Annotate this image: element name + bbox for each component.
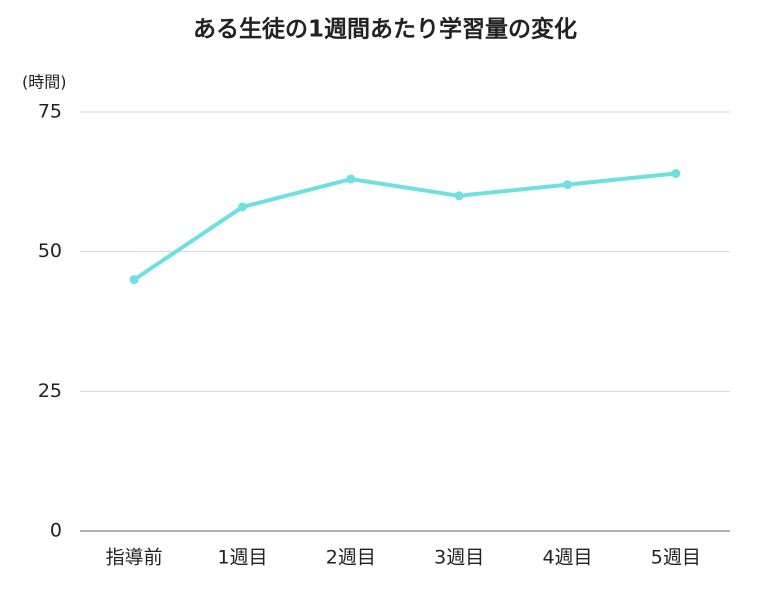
x-tick-label: 指導前	[106, 547, 163, 569]
data-point	[346, 174, 356, 184]
x-tick-label: 3週目	[434, 547, 484, 569]
x-tick-label: 1週目	[217, 547, 267, 569]
y-axis-label: (時間)	[22, 73, 67, 92]
y-tick-label: 75	[38, 101, 62, 123]
chart-title: ある生徒の1週間あたり学習量の変化	[193, 16, 577, 43]
x-tick-label: 5週目	[651, 547, 701, 569]
y-tick-label: 25	[38, 380, 62, 402]
data-point	[454, 191, 464, 201]
x-tick-label: 2週目	[326, 547, 376, 569]
y-tick-label: 0	[50, 520, 62, 542]
x-tick-label: 4週目	[542, 547, 592, 569]
data-point	[129, 275, 139, 285]
y-tick-label: 50	[38, 240, 62, 262]
data-line	[133, 171, 677, 282]
data-point	[671, 168, 681, 178]
data-point	[238, 202, 247, 212]
data-point	[563, 180, 572, 190]
